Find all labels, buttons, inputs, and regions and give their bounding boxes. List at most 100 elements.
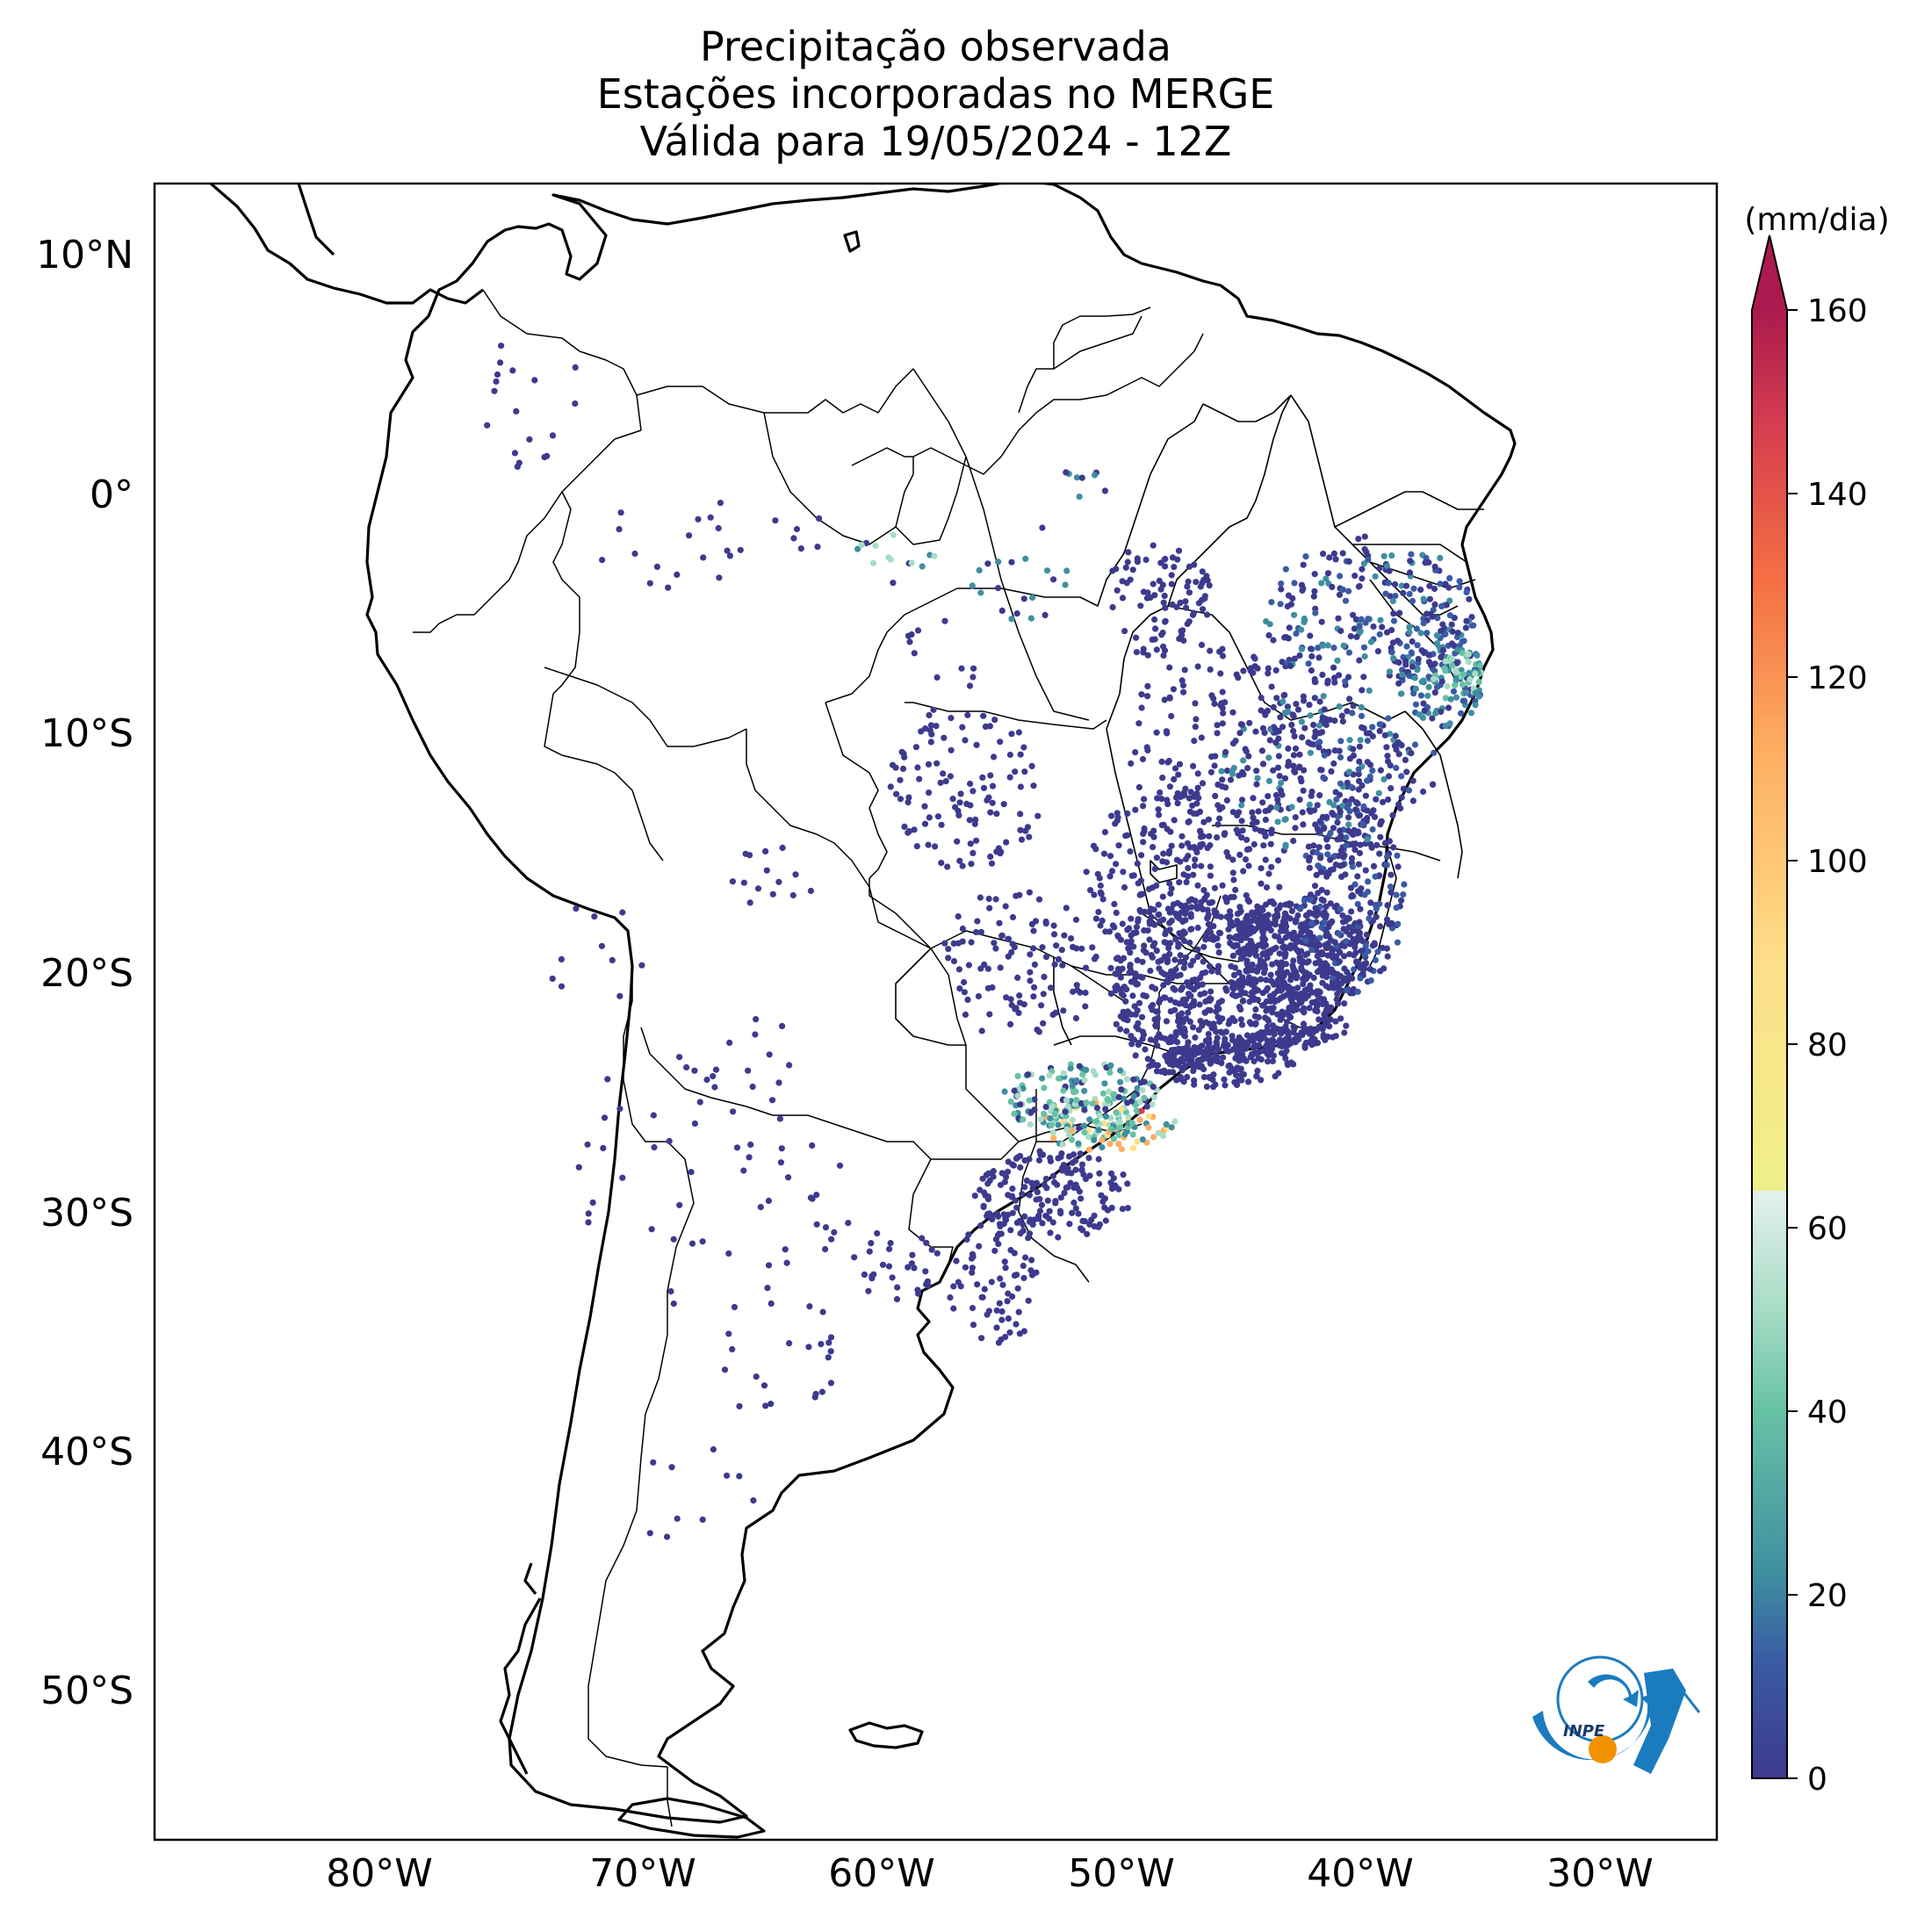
station-point [1253, 968, 1261, 975]
station-point [1438, 602, 1445, 610]
station-point [1307, 929, 1314, 936]
station-point [695, 515, 702, 523]
station-point [1320, 551, 1327, 558]
station-point [1388, 649, 1395, 656]
station-point [1290, 727, 1297, 735]
station-point [1259, 799, 1266, 806]
station-point [967, 840, 974, 847]
station-point [1144, 682, 1151, 690]
station-point [1354, 900, 1361, 908]
station-point [1334, 991, 1341, 998]
station-point [1191, 1081, 1198, 1088]
station-point [1319, 642, 1326, 649]
station-point [1022, 555, 1029, 562]
station-point [1127, 949, 1134, 956]
station-point [989, 782, 997, 789]
station-point [1147, 1036, 1154, 1043]
station-point [963, 1236, 970, 1243]
station-point [777, 1159, 785, 1166]
central-america [209, 184, 484, 305]
station-point [1322, 913, 1329, 920]
station-point [1376, 721, 1383, 728]
station-point [1236, 904, 1243, 911]
station-point [993, 1307, 1000, 1314]
station-point [1166, 695, 1173, 702]
station-point [1383, 629, 1391, 636]
station-point [1115, 1141, 1122, 1148]
station-point [1214, 781, 1222, 789]
station-point [1236, 851, 1243, 859]
station-point [1200, 833, 1207, 840]
station-point [1355, 770, 1362, 778]
station-point [1344, 969, 1351, 976]
station-point [1331, 674, 1338, 681]
station-point [1013, 610, 1020, 617]
station-point [1156, 811, 1163, 818]
station-point [1252, 1006, 1259, 1013]
station-point [1362, 867, 1369, 874]
station-point [1196, 1001, 1203, 1008]
station-point [1186, 818, 1193, 825]
station-point [1407, 623, 1414, 630]
station-point [1355, 888, 1362, 895]
station-point [742, 850, 749, 857]
station-point [1134, 860, 1141, 868]
station-point [1272, 725, 1279, 733]
station-point [1243, 934, 1250, 941]
station-point [1261, 965, 1268, 972]
station-point [1306, 854, 1313, 861]
station-point [531, 377, 538, 384]
station-point [1001, 1088, 1008, 1095]
station-point [1355, 861, 1362, 868]
station-point [1117, 1078, 1124, 1085]
station-point [1254, 1067, 1261, 1074]
station-point [1060, 1087, 1067, 1094]
station-point [1412, 685, 1419, 693]
station-point [1171, 817, 1178, 824]
station-point [1174, 1018, 1181, 1025]
station-point [1135, 783, 1142, 791]
station-point [1329, 949, 1336, 956]
station-point [1288, 907, 1295, 914]
station-point [1313, 1003, 1321, 1011]
station-point [1178, 628, 1185, 635]
station-point [1365, 948, 1372, 955]
station-point [1005, 1315, 1012, 1323]
station-point [792, 871, 799, 878]
station-point [938, 821, 945, 828]
station-point [1285, 745, 1292, 753]
station-point [1242, 856, 1250, 863]
station-point [1029, 1221, 1036, 1228]
station-point [851, 1254, 858, 1261]
station-point [666, 1137, 673, 1144]
station-point [1200, 943, 1207, 950]
station-point [1326, 1023, 1333, 1030]
station-point [950, 1305, 957, 1312]
station-point [1034, 1180, 1041, 1187]
station-point [1229, 1033, 1236, 1040]
station-point [1340, 854, 1347, 861]
station-point [1445, 704, 1452, 711]
station-point [1192, 1034, 1199, 1042]
station-point [1035, 1157, 1043, 1164]
station-point [1346, 737, 1353, 744]
station-point [1323, 903, 1330, 910]
station-point [1200, 958, 1207, 965]
station-point [1043, 567, 1051, 574]
station-point [1264, 955, 1271, 962]
station-point [988, 860, 996, 867]
station-point [1281, 775, 1289, 782]
station-point [1278, 787, 1285, 794]
station-point [1168, 842, 1175, 849]
station-point [1099, 1143, 1106, 1150]
station-point [1336, 591, 1344, 598]
station-point [1357, 936, 1364, 943]
station-point [1106, 853, 1114, 860]
station-point [1161, 647, 1169, 654]
station-point [1181, 929, 1188, 936]
station-point [1313, 912, 1321, 919]
falkland-islands [848, 1721, 924, 1749]
station-point [1150, 580, 1157, 588]
station-point [1132, 806, 1139, 813]
